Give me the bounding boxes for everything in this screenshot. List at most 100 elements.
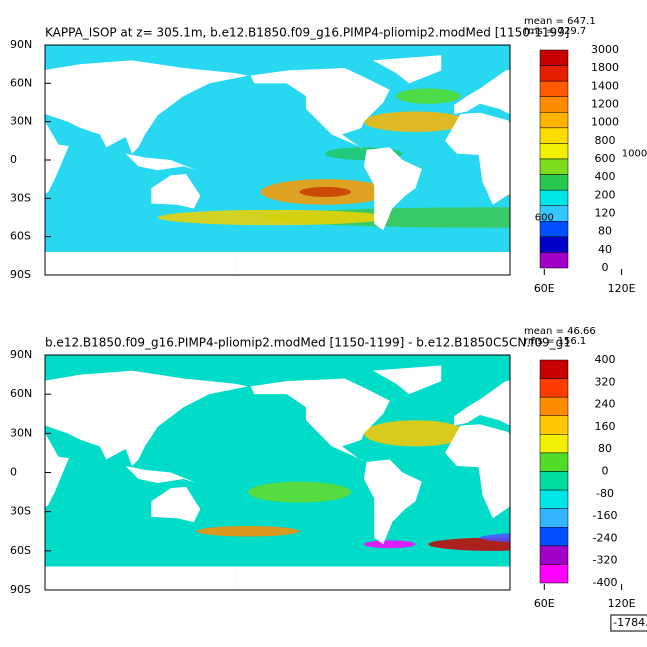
colorbar-label: 80 [598,442,612,455]
ocean-field [479,533,510,543]
lat-label: 90S [10,268,31,281]
lat-label: 60N [10,387,32,400]
land [615,487,647,522]
land [235,566,510,590]
colorbar-swatch [539,65,569,82]
land [372,55,442,84]
land [151,174,201,209]
lon-label: 60E [534,282,555,295]
lat-label: 30S [10,505,31,518]
lat-label: 90N [10,38,32,51]
land [250,68,390,150]
land [445,112,510,205]
colorbar-label: -240 [593,531,618,544]
colorbar-label: -80 [596,487,614,500]
land [45,433,69,508]
colorbar-swatch [539,80,569,97]
contour-range: -1784.8 to 1790.8 by 40 m² s⁻¹ [613,616,647,629]
land [589,466,647,483]
colorbar-swatch [539,49,569,66]
colorbar-swatch [539,127,569,144]
colorbar-label: 0 [602,465,609,478]
ocean-field [363,420,467,447]
colorbar-label: -160 [593,509,618,522]
colorbar-label: 120 [595,207,616,220]
colorbar-swatch [539,471,569,491]
lat-label: 0 [10,153,17,166]
land [235,252,510,275]
ocean-field [628,423,647,444]
colorbar-label: 1000 [591,116,619,129]
colorbar-swatch [539,252,569,269]
colorbar-label: 600 [595,152,616,165]
colorbar-label: 200 [595,188,616,201]
ocean-field [634,113,647,126]
lat-label: 0 [10,466,17,479]
colorbar-swatch [539,489,569,509]
rms-stat: rms = 156.1 [524,336,586,347]
map-panel: b.e12.B1850.f09_g16.PIMP4-pliomip2.modMe… [10,326,647,632]
colorbar-label: 240 [595,398,616,411]
land [454,380,510,426]
lon-label: 120E [608,597,636,610]
colorbar-label: 80 [598,225,612,238]
colorbar-swatch [539,452,569,472]
ocean-field [196,526,300,537]
colorbar-swatch [539,112,569,129]
colorbar-swatch [539,527,569,547]
colorbar-swatch [539,174,569,191]
colorbar-label: 400 [595,353,616,366]
panel-title: KAPPA_ISOP at z= 305.1m, b.e12.B1850.f09… [45,26,569,40]
map-area [45,355,647,590]
colorbar-swatch [539,508,569,528]
ocean-field [609,484,647,500]
land [45,566,236,590]
land [250,378,390,463]
ocean-field [622,210,647,225]
mean-stat: mean = 46.66 [524,326,596,337]
land [45,370,248,466]
land [151,486,201,523]
ocean-field [157,209,390,226]
contour-label: 1000 [622,149,647,160]
colorbar-swatch [539,96,569,113]
land [454,69,510,115]
ocean-field [396,88,461,104]
colorbar-label: 0 [602,261,609,274]
ocean-field [363,540,416,549]
colorbar-swatch [539,236,569,253]
land [372,365,442,395]
map-area [45,45,647,275]
lat-label: 60S [10,230,31,243]
lat-label: 60S [10,544,31,557]
lon-label: 120E [608,282,636,295]
colorbar-label: 1400 [591,79,619,92]
lat-label: 90N [10,348,32,361]
colorbar-label: 1200 [591,98,619,111]
rms-stat: rms = 729.7 [524,26,586,37]
lat-label: 60N [10,76,32,89]
land [45,60,248,154]
colorbar-swatch [539,396,569,416]
land [125,153,197,171]
lat-label: 90S [10,583,31,596]
ocean-field [428,537,510,551]
colorbar-label: 320 [595,375,616,388]
colorbar-swatch [539,378,569,398]
colorbar-label: 3000 [591,43,619,56]
mean-stat: mean = 647.1 [524,16,596,27]
ocean-field [299,186,352,198]
colorbar-swatch [539,359,569,379]
colorbar-label: -400 [593,576,618,589]
colorbar-swatch [539,434,569,454]
colorbar-label: 400 [595,170,616,183]
land [445,424,510,519]
colorbar-swatch [539,158,569,175]
colorbar-label: 800 [595,134,616,147]
colorbar-swatch [539,189,569,206]
land [125,465,197,483]
lat-label: 30N [10,115,32,128]
colorbar-label: -320 [593,554,618,567]
land [45,252,236,275]
land [363,459,422,545]
